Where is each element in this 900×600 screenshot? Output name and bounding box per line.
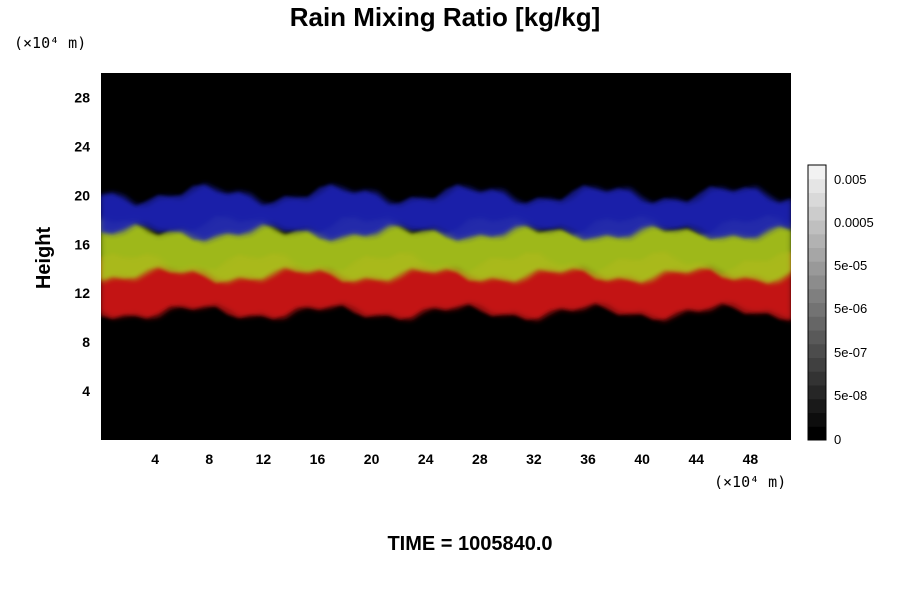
colorbar-label: 5e-08 [834,388,867,403]
x-tick-label: 4 [151,451,159,467]
rain-layer-upper-core [101,184,791,241]
x-tick-label: 16 [310,451,326,467]
x-tick-label: 20 [364,451,380,467]
y-axis-ticks: 4 8 12 16 20 24 28 [74,89,90,399]
colorbar-step [808,206,826,221]
x-tick-label: 28 [472,451,488,467]
y-unit-label: (×10⁴ m) [14,34,86,52]
x-tick-label: 48 [743,451,759,467]
y-axis-label: Height [33,227,55,290]
x-tick-label: 36 [580,451,596,467]
colorbar-step [808,357,826,372]
colorbar-step [808,398,826,413]
colorbar-step [808,192,826,207]
colorbar-frame [807,164,827,441]
y-tick-label: 20 [74,187,90,203]
x-tick-label: 40 [634,451,650,467]
colorbar-step [808,288,826,303]
colorbar-step [808,371,826,386]
x-tick-label: 24 [418,451,434,467]
y-tick-label: 4 [82,383,90,399]
colorbar-step [808,343,826,358]
colorbar-step [808,412,826,427]
colorbar-labels: 0.005 0.0005 5e-05 5e-06 5e-07 5e-08 0 [834,172,874,447]
colorbar-label: 0.005 [834,172,867,187]
colorbar [807,164,827,441]
x-tick-label: 8 [205,451,213,467]
y-tick-label: 28 [74,89,90,105]
colorbar-label: 5e-05 [834,258,867,273]
y-tick-label: 24 [74,138,90,154]
chart-title: Rain Mixing Ratio [kg/kg] [290,2,601,32]
colorbar-label: 5e-07 [834,345,867,360]
x-unit-label: (×10⁴ m) [714,473,786,491]
colorbar-step [808,247,826,262]
y-tick-label: 8 [82,334,90,350]
colorbar-step [808,330,826,345]
colorbar-step [808,316,826,331]
colorbar-step [808,426,826,441]
time-footer: TIME = 1005840.0 [387,533,552,555]
colorbar-step [808,233,826,248]
colorbar-label: 0.0005 [834,215,874,230]
y-tick-label: 16 [74,236,90,252]
colorbar-step [808,302,826,317]
colorbar-label: 5e-06 [834,301,867,316]
y-tick-label: 12 [74,285,90,301]
x-tick-label: 32 [526,451,542,467]
x-tick-label: 12 [256,451,272,467]
colorbar-step [808,220,826,235]
x-axis-ticks: 4 8 12 16 20 24 28 32 36 40 44 48 [151,451,758,467]
colorbar-step [808,261,826,276]
x-tick-label: 44 [689,451,705,467]
colorbar-label: 0 [834,432,841,447]
colorbar-step [808,178,826,193]
rain-field [101,184,791,321]
colorbar-step [808,385,826,400]
colorbar-step [808,275,826,290]
colorbar-step [808,165,826,180]
